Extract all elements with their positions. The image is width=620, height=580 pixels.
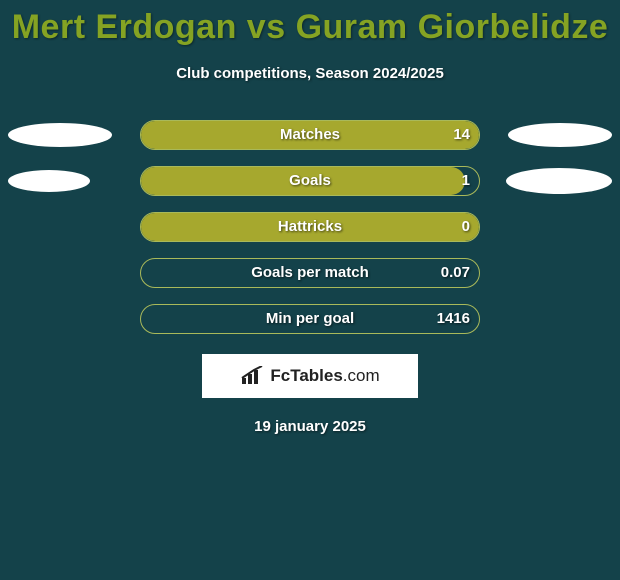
bar-track [140, 258, 480, 288]
stats-container: Matches14 Goals1 Hattricks0 Goals per match… [0, 120, 620, 334]
page-subtitle: Club competitions, Season 2024/2025 [0, 65, 620, 82]
bar-fill [141, 213, 479, 241]
bar-track [140, 166, 480, 196]
stat-row: Goals1 [0, 166, 620, 196]
brand-text: FcTables.com [270, 366, 379, 386]
brand-badge: FcTables.com [202, 354, 418, 398]
left-ellipse [8, 170, 90, 192]
left-ellipse [8, 123, 112, 147]
bar-track [140, 304, 480, 334]
bar-fill [141, 121, 479, 149]
bar-track [140, 212, 480, 242]
bar-fill [141, 167, 465, 195]
right-ellipse [506, 168, 612, 194]
stat-row: Hattricks0 [0, 212, 620, 242]
brand-suffix: .com [343, 366, 380, 385]
brand-chart-icon [240, 366, 266, 386]
bar-track [140, 120, 480, 150]
stat-row: Goals per match0.07 [0, 258, 620, 288]
date-label: 19 january 2025 [0, 418, 620, 435]
page-title: Mert Erdogan vs Guram Giorbelidze [0, 0, 620, 47]
stat-row: Min per goal1416 [0, 304, 620, 334]
stat-row: Matches14 [0, 120, 620, 150]
brand-name: FcTables [270, 366, 342, 385]
right-ellipse [508, 123, 612, 147]
